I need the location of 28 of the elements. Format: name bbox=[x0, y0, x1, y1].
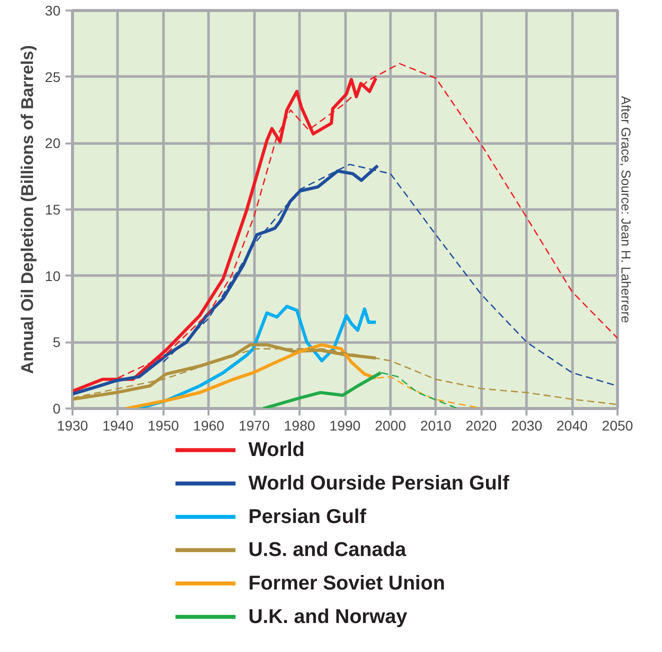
y-tick-label: 25 bbox=[44, 68, 61, 85]
legend-label: World Ourside Persian Gulf bbox=[248, 472, 510, 494]
y-axis-title: Annual Oil Depletion (Billions of Barrels) bbox=[18, 45, 37, 374]
x-tick-label: 2020 bbox=[466, 418, 498, 434]
legend-label: Persian Gulf bbox=[248, 506, 367, 528]
legend-label: U.S. and Canada bbox=[248, 539, 408, 562]
x-tick-label: 1980 bbox=[284, 418, 316, 434]
x-tick-label: 1940 bbox=[102, 418, 134, 434]
x-tick-label: 1950 bbox=[148, 418, 180, 434]
x-tick-label: 1930 bbox=[56, 418, 88, 434]
x-tick-label: 1970 bbox=[238, 418, 270, 434]
legend-label: Former Soviet Union bbox=[248, 572, 446, 594]
y-tick-label: 10 bbox=[44, 268, 61, 284]
text: After Grace, Source: Jean H. Laherrere bbox=[618, 96, 634, 323]
x-tick-label: 2050 bbox=[602, 418, 634, 434]
x-tick-label: 2000 bbox=[374, 418, 406, 434]
x-tick-label: 1990 bbox=[329, 418, 361, 434]
legend-label: World bbox=[248, 439, 305, 462]
legend-label: U.K. and Norway bbox=[248, 606, 408, 628]
y-tick-label: 0 bbox=[52, 400, 61, 416]
y-tick-label: 15 bbox=[44, 202, 61, 218]
x-tick-label: 2040 bbox=[556, 418, 588, 434]
x-tick-label: 1960 bbox=[193, 418, 225, 434]
y-tick-label: 5 bbox=[52, 334, 61, 350]
y-tick-label: 20 bbox=[44, 135, 61, 152]
x-tick-label: 2030 bbox=[511, 418, 542, 434]
y-tick-label: 30 bbox=[44, 2, 61, 18]
x-tick-label: 2010 bbox=[420, 418, 452, 434]
